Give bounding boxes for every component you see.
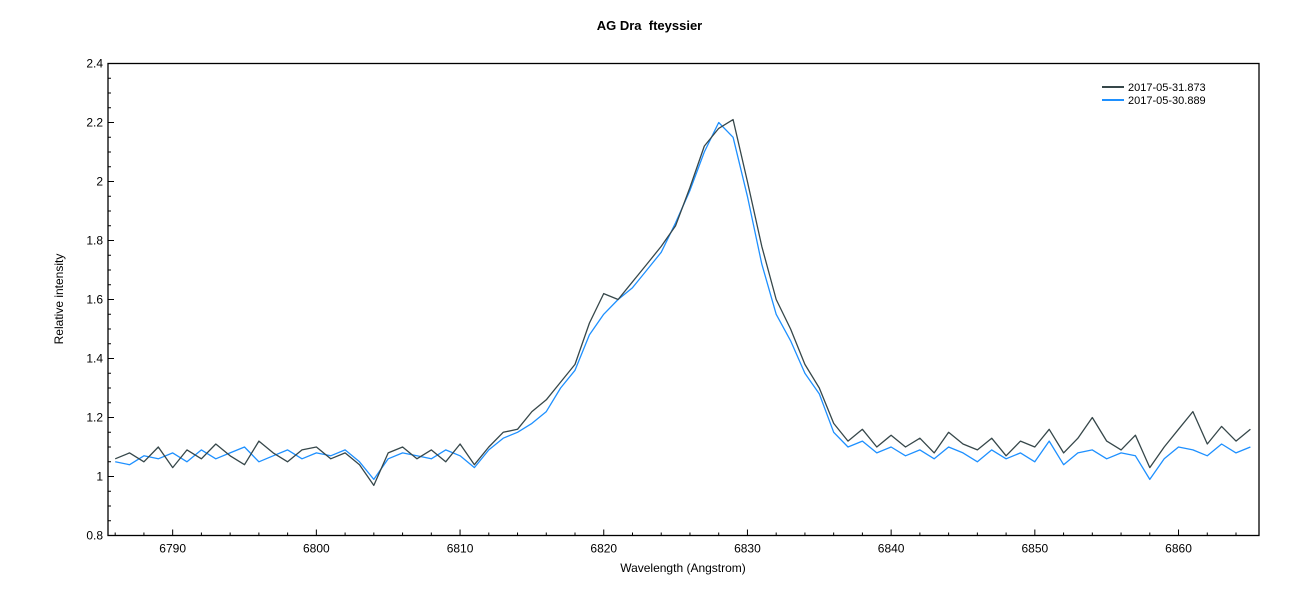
y-tick-label: 1.2 [86, 411, 103, 425]
y-tick-label: 2 [96, 175, 103, 189]
y-tick-label: 1.6 [86, 293, 103, 307]
x-tick-label: 6790 [159, 542, 186, 556]
x-tick-label: 6820 [590, 542, 617, 556]
x-tick-label: 6850 [1021, 542, 1048, 556]
legend-label-series-2: 2017-05-30.889 [1128, 95, 1206, 107]
series-lines [114, 118, 1251, 487]
y-tick-label: 2.4 [86, 57, 103, 71]
series-line-2 [115, 121, 1251, 481]
y-tick-label: 1 [96, 470, 103, 484]
series-line-1 [114, 118, 1251, 487]
x-tick-label: 6840 [878, 542, 905, 556]
x-tick-label: 6830 [734, 542, 761, 556]
x-axis-label: Wavelength (Angstrom) [620, 561, 746, 575]
y-tick-label: 1.8 [86, 234, 103, 248]
x-tick-label: 6810 [447, 542, 474, 556]
y-tick-label: 0.8 [86, 529, 103, 543]
y-axis-label: Relative intensity [52, 254, 66, 345]
chart-title: AG Dra fteyssier [596, 18, 703, 33]
legend: 2017-05-31.873 2017-05-30.889 [1102, 82, 1206, 107]
axis-ticks: 6790 6800 6810 6820 6830 6840 6850 6860 0.8 1 1.2 1… [86, 57, 1237, 556]
legend-label-series-1: 2017-05-31.873 [1128, 82, 1206, 94]
y-tick-label: 1.4 [86, 352, 103, 366]
x-tick-label: 6860 [1165, 542, 1192, 556]
plot-frame [107, 62, 1260, 537]
y-tick-label: 2.2 [86, 116, 103, 130]
x-tick-label: 6800 [303, 542, 330, 556]
